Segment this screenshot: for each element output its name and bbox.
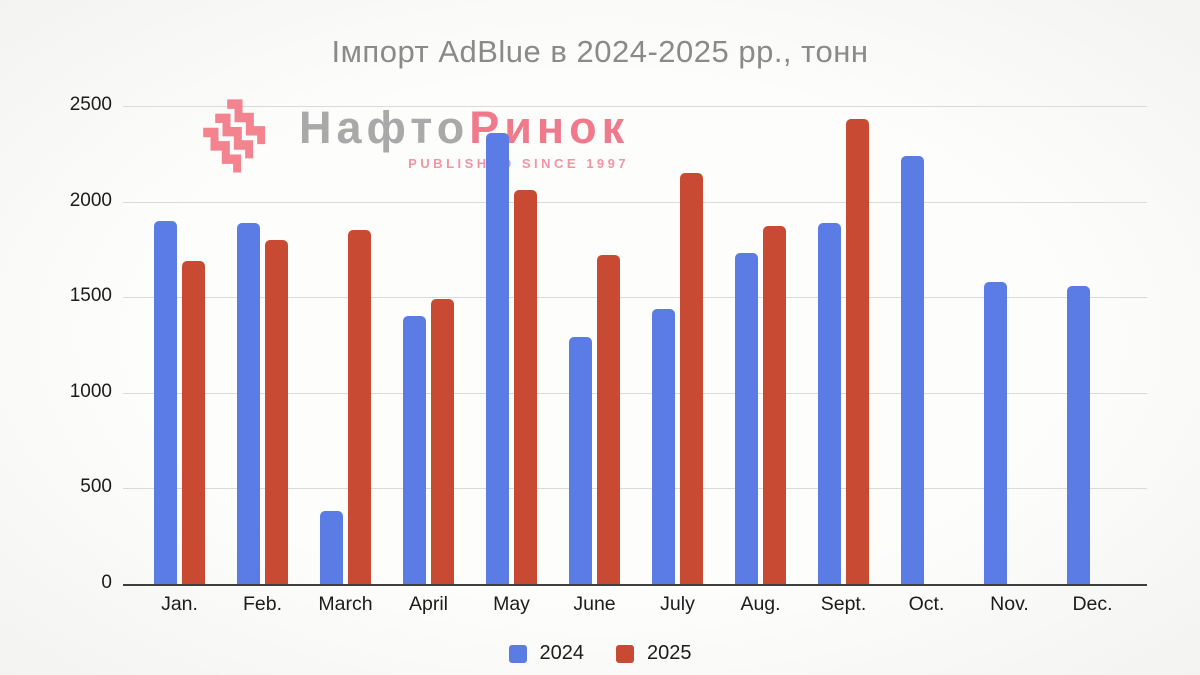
bar-2024-aug [735, 253, 758, 584]
bar-2025-april [431, 299, 454, 584]
brand-nafto: Нафто [299, 102, 470, 153]
category-slot-feb [221, 106, 304, 584]
bar-2025-may [514, 190, 537, 584]
bar-group-nov [984, 281, 1035, 584]
bar-group-april [403, 299, 454, 584]
naftorynok-diamond-icon [203, 99, 266, 173]
y-axis-tick-1000: 1000 [69, 380, 112, 402]
category-slot-aug [719, 106, 802, 584]
gridline-1500 [123, 297, 1147, 299]
bar-2025-july [680, 172, 703, 584]
chart-title: Імпорт AdBlue в 2024-2025 рр., тонн [331, 34, 869, 69]
x-axis-label-oct: Oct. [908, 593, 945, 615]
bar-2024-april [403, 316, 426, 584]
bar-2024-may [486, 132, 509, 584]
bar-2025-june [597, 255, 620, 584]
bar-2024-march [320, 511, 343, 584]
y-axis-tick-500: 500 [80, 476, 112, 498]
gridline-500 [123, 488, 1147, 490]
legend-item-2025: 2025 [616, 642, 692, 665]
bar-group-sept [818, 119, 869, 584]
bar-group-july [652, 172, 703, 584]
x-axis-label-aug: Aug. [740, 593, 781, 615]
x-axis-label-dec: Dec. [1072, 593, 1113, 615]
legend-swatch-2024 [508, 644, 527, 663]
x-axis-label-sept: Sept. [820, 593, 867, 615]
category-slot-oct [885, 106, 968, 584]
bar-2024-june [569, 337, 592, 584]
category-slot-nov [968, 106, 1051, 584]
legend-swatch-2025 [616, 644, 634, 663]
bar-group-jan [154, 220, 205, 584]
bar-group-dec [1067, 285, 1118, 584]
bar-2025-jan [182, 260, 205, 584]
x-axis-label-july: July [660, 593, 695, 615]
bar-2024-jan [154, 220, 177, 584]
x-axis-label-may: May [493, 593, 530, 615]
legend-item-2024: 2024 [508, 642, 585, 665]
bar-2025-feb [265, 239, 288, 584]
y-axis-labels: 0 500 1000 1500 2000 2500 [0, 94, 112, 593]
x-axis-label-june: June [573, 593, 616, 615]
y-axis-tick-0: 0 [101, 572, 112, 593]
bar-2024-july [652, 308, 675, 584]
chart-legend: 2024 2025 [0, 642, 1200, 665]
x-axis-label-april: April [408, 593, 448, 615]
bar-group-march [320, 230, 371, 584]
gridline-2500 [123, 106, 1147, 107]
plot-area [123, 106, 1147, 586]
y-axis-tick-2000: 2000 [69, 189, 112, 211]
x-axis-label-jan: Jan. [161, 593, 198, 615]
category-slot-dec [1051, 106, 1134, 584]
gridline-1000 [123, 392, 1147, 394]
bar-2024-feb [237, 222, 260, 584]
x-axis-label-march: March [318, 593, 373, 615]
bar-2024-oct [901, 155, 924, 584]
category-slot-july [636, 106, 719, 584]
y-axis-tick-1500: 1500 [69, 285, 112, 307]
legend-label-2024: 2024 [539, 642, 585, 664]
bar-2025-sept [846, 119, 869, 584]
category-slot-jan [138, 106, 221, 584]
bar-group-feb [237, 222, 288, 584]
category-slot-may [470, 106, 553, 584]
x-axis-labels: Jan. Feb. March April May June July Aug. Sept. Oc… [138, 593, 1134, 616]
bar-2024-nov [984, 281, 1007, 584]
bars-row [138, 106, 1134, 584]
category-slot-march [304, 106, 387, 584]
gridline-2000 [123, 201, 1147, 203]
watermark-tagline: PUBLISHED SINCE 1997 [408, 156, 630, 171]
bar-2025-march [348, 230, 371, 584]
category-slot-june [553, 106, 636, 584]
bar-2024-sept [818, 222, 841, 584]
bar-2025-aug [763, 226, 786, 584]
bar-group-may [486, 132, 537, 584]
x-axis-label-feb: Feb. [242, 593, 283, 615]
category-slot-april [387, 106, 470, 584]
y-axis-tick-2500: 2500 [69, 94, 112, 115]
bar-group-june [569, 255, 620, 584]
category-slot-sept [802, 106, 885, 584]
bar-group-aug [735, 226, 786, 584]
bar-2024-dec [1067, 285, 1090, 584]
legend-label-2025: 2025 [647, 642, 692, 664]
x-axis-label-nov: Nov. [990, 593, 1029, 615]
bar-group-oct [901, 155, 952, 584]
